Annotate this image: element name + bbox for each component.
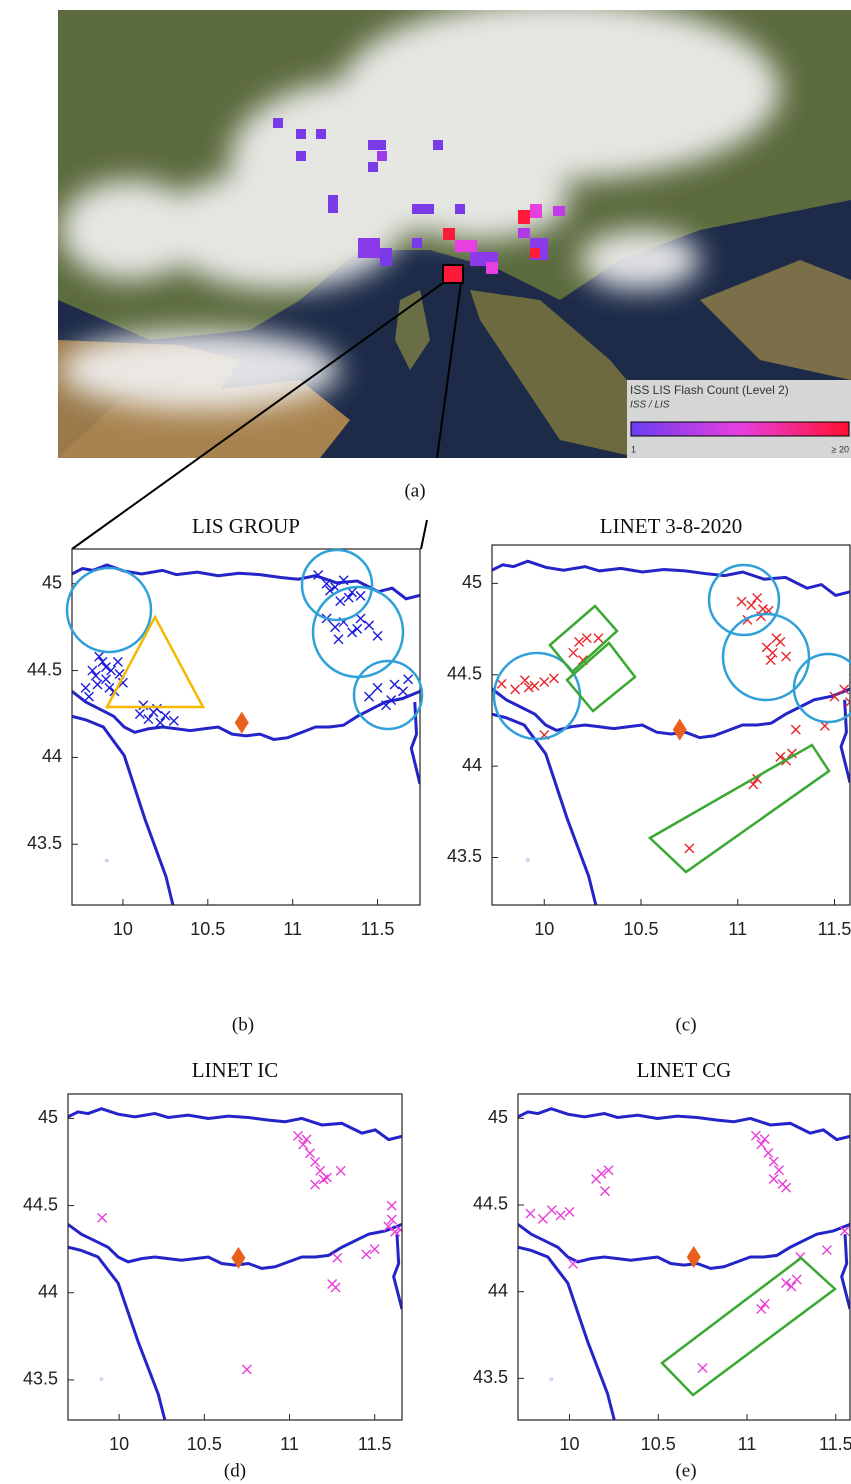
- chart-title: LIS GROUP: [192, 514, 300, 538]
- colorbar-legend: ISS LIS Flash Count (Level 2) ISS / LIS …: [627, 380, 851, 458]
- x-tick-label: 11.5: [358, 1434, 392, 1454]
- x-tick-label: 10: [559, 1434, 579, 1454]
- x-tick-label: 10.5: [187, 1434, 222, 1454]
- panel: 10 10.5 11 11.5 43.5 44 44.5 45 LINET 3-8-2020 (c…: [447, 514, 851, 1036]
- x-tick-label: 10: [109, 1434, 129, 1454]
- y-tick-label: 44.5: [447, 663, 482, 683]
- x-tick-label: 11: [738, 1434, 757, 1454]
- caption: (b): [232, 1014, 254, 1035]
- y-tick-label: 45: [38, 1107, 58, 1127]
- y-tick-label: 45: [462, 572, 482, 592]
- x-tick-label: 11: [728, 919, 747, 939]
- x-tick-label: 10: [113, 919, 133, 939]
- y-tick-label: 44: [462, 755, 482, 775]
- legend-min: 1: [631, 444, 636, 454]
- y-tick-label: 43.5: [23, 1369, 58, 1389]
- x-tick-label: 10: [534, 919, 554, 939]
- legend-source: ISS / LIS: [630, 400, 670, 411]
- y-tick-label: 45: [488, 1107, 508, 1127]
- y-tick-label: 45: [42, 572, 62, 592]
- legend-max: ≥ 20: [832, 444, 849, 454]
- y-tick-label: 43.5: [27, 833, 62, 853]
- y-tick-label: 44: [42, 746, 62, 766]
- panel: 10 10.5 11 11.5 43.5 44 44.5 45 LINET IC (d): [23, 1058, 405, 1482]
- x-tick-label: 11.5: [819, 1434, 851, 1454]
- panel: 10 10.5 11 11.5 43.5 44 44.5 45 LIS GROUP (b): [27, 514, 420, 1036]
- chart-title: LINET CG: [637, 1058, 732, 1082]
- y-tick-label: 43.5: [473, 1367, 508, 1387]
- figure: ISS LIS Flash Count (Level 2) ISS / LIS …: [0, 0, 851, 1484]
- caption: (e): [675, 1460, 696, 1481]
- y-tick-label: 44: [488, 1280, 508, 1300]
- y-tick-label: 43.5: [447, 846, 482, 866]
- x-tick-label: 10.5: [641, 1434, 676, 1454]
- legend-title: ISS LIS Flash Count (Level 2): [630, 383, 789, 397]
- caption: (a): [404, 480, 425, 501]
- y-tick-label: 44.5: [27, 659, 62, 679]
- x-tick-label: 11.5: [818, 919, 851, 939]
- x-tick-label: 11: [283, 919, 302, 939]
- x-tick-label: 10.5: [623, 919, 658, 939]
- caption: (c): [675, 1014, 696, 1035]
- y-tick-label: 44.5: [473, 1194, 508, 1214]
- x-tick-label: 11.5: [361, 919, 395, 939]
- chart-title: LINET 3-8-2020: [600, 514, 743, 538]
- y-tick-label: 44.5: [23, 1194, 58, 1214]
- chart-title: LINET IC: [192, 1058, 279, 1082]
- x-tick-label: 10.5: [190, 919, 225, 939]
- panel: 10 10.5 11 11.5 43.5 44 44.5 45 LINET CG (e): [473, 1058, 851, 1482]
- caption: (d): [224, 1460, 246, 1481]
- x-tick-label: 11: [280, 1434, 299, 1454]
- y-tick-label: 44: [38, 1281, 58, 1301]
